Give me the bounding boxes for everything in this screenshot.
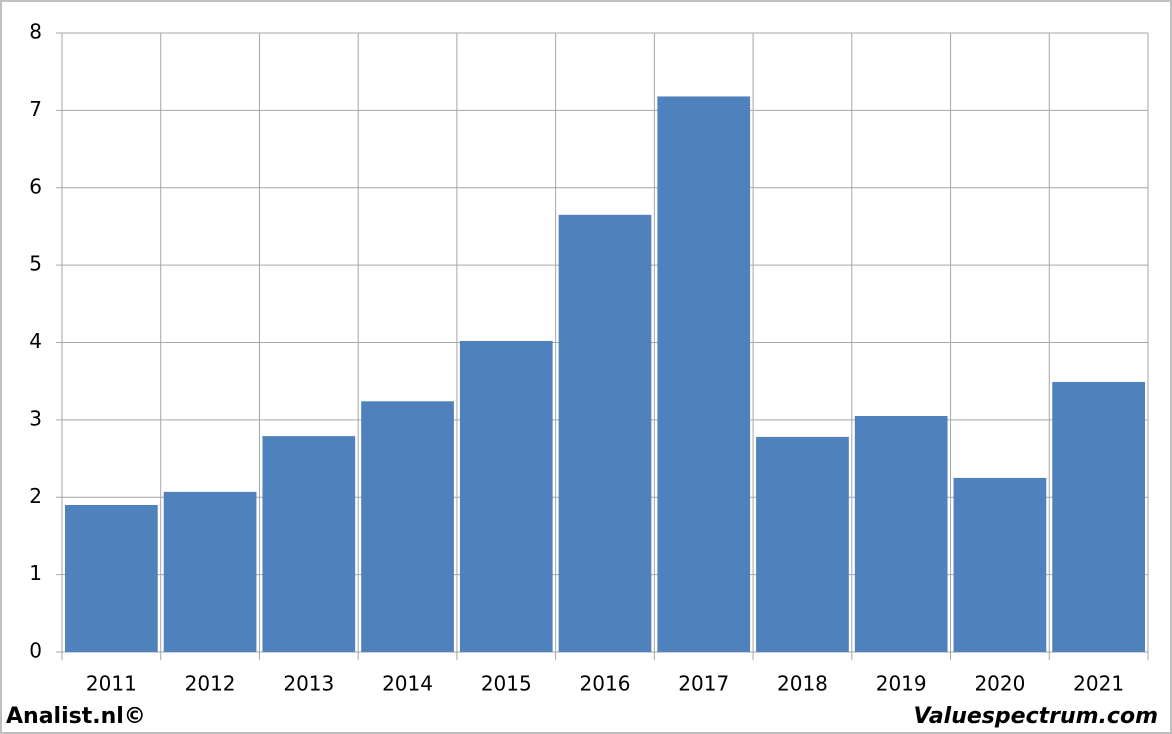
bar: [361, 401, 454, 652]
x-tick-label: 2017: [678, 672, 729, 696]
y-tick-label: 8: [29, 20, 42, 44]
x-tick-label: 2012: [185, 672, 236, 696]
footer-left: Analist.nl©: [6, 704, 146, 729]
y-tick-label: 1: [29, 561, 42, 585]
y-tick-label: 2: [29, 484, 42, 508]
x-tick-label: 2015: [481, 672, 532, 696]
x-tick-label: 2014: [382, 672, 433, 696]
x-tick-label: 2020: [974, 672, 1025, 696]
bar: [262, 436, 356, 652]
y-tick-label: 6: [29, 174, 42, 198]
y-tick-label: 3: [29, 406, 42, 430]
y-tick-label: 5: [29, 252, 42, 276]
bar: [459, 340, 553, 652]
bar: [1052, 381, 1145, 652]
y-tick-label: 0: [29, 639, 42, 663]
x-tick-label: 2016: [580, 672, 631, 696]
bar: [756, 436, 849, 652]
bar: [657, 96, 751, 652]
bar: [558, 214, 652, 653]
bar: [953, 477, 1047, 652]
bar: [854, 416, 948, 652]
footer-right: Valuespectrum.com: [914, 704, 1158, 729]
bar: [163, 491, 257, 652]
x-tick-label: 2011: [86, 672, 137, 696]
x-tick-label: 2013: [283, 672, 334, 696]
x-tick-label: 2018: [777, 672, 828, 696]
y-tick-label: 7: [29, 97, 42, 121]
x-tick-label: 2021: [1073, 672, 1124, 696]
x-tick-label: 2019: [876, 672, 927, 696]
y-tick-label: 4: [29, 329, 42, 353]
bar: [65, 504, 158, 652]
